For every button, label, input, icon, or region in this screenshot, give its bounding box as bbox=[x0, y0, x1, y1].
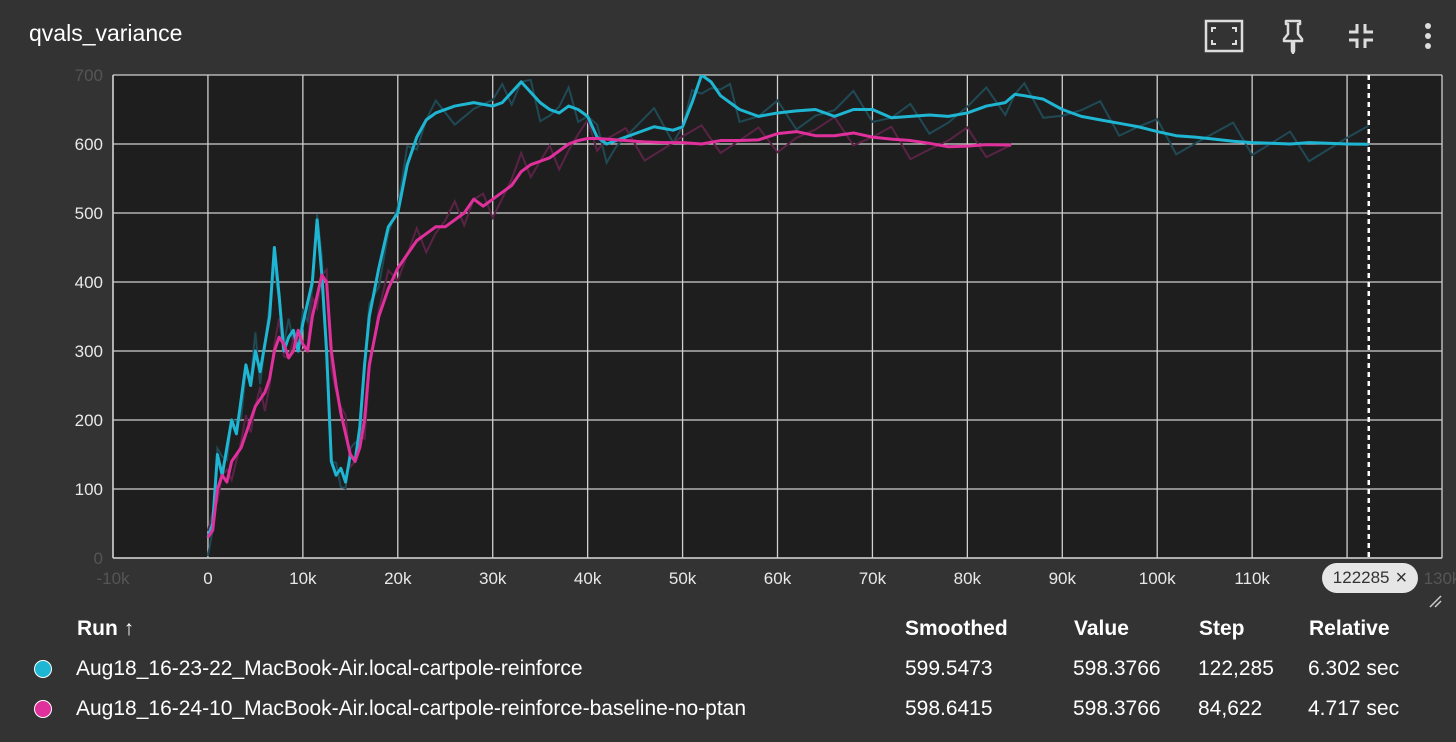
step-value: 122,285 bbox=[1198, 657, 1274, 680]
fit-to-data-button[interactable] bbox=[1204, 16, 1244, 56]
collapse-icon bbox=[1349, 24, 1373, 48]
x-tick-label: -10k bbox=[96, 569, 130, 588]
close-icon[interactable]: × bbox=[1395, 566, 1408, 589]
cursor-step-label[interactable]: 122285 × bbox=[1322, 563, 1418, 593]
run-name: Aug18_16-23-22_MacBook-Air.local-cartpol… bbox=[76, 657, 583, 680]
x-tick-label: 10k bbox=[289, 569, 317, 588]
raw-value: 598.3766 bbox=[1073, 697, 1161, 720]
x-tick-label: 20k bbox=[384, 569, 412, 588]
table-row[interactable]: Aug18_16-24-10_MacBook-Air.local-cartpol… bbox=[0, 690, 1456, 728]
x-tick-label: 130k bbox=[1424, 569, 1456, 588]
column-header-step[interactable]: Step bbox=[1199, 617, 1245, 640]
x-tick-label: 30k bbox=[479, 569, 507, 588]
x-tick-label: 110k bbox=[1234, 569, 1270, 588]
x-tick-label: 60k bbox=[764, 569, 792, 588]
run-name: Aug18_16-24-10_MacBook-Air.local-cartpol… bbox=[76, 697, 747, 720]
raw-value: 598.3766 bbox=[1073, 657, 1161, 680]
column-header-value[interactable]: Value bbox=[1074, 617, 1129, 640]
smoothed-value: 598.6415 bbox=[905, 697, 993, 720]
x-tick-label: 0 bbox=[203, 569, 212, 588]
x-tick-label: 40k bbox=[574, 569, 602, 588]
y-tick-label: 100 bbox=[75, 480, 103, 499]
y-tick-label: 400 bbox=[75, 273, 103, 292]
x-tick-label: 50k bbox=[669, 569, 697, 588]
pin-button[interactable] bbox=[1273, 16, 1313, 56]
more-options-button[interactable] bbox=[1408, 16, 1448, 56]
step-value: 84,622 bbox=[1198, 697, 1263, 720]
line-chart[interactable]: -10k 0 10k 20k 30k 40k 50k 60k 70k 80k 90k 100k 110k… bbox=[0, 0, 1456, 610]
y-tick-label: 500 bbox=[75, 204, 103, 223]
x-tick-label: 80k bbox=[954, 569, 982, 588]
x-tick-label: 90k bbox=[1049, 569, 1077, 588]
more-vert-icon bbox=[1425, 23, 1431, 49]
table-row[interactable]: Aug18_16-23-22_MacBook-Air.local-cartpol… bbox=[0, 650, 1456, 688]
series-smoothed-line bbox=[206, 130, 1012, 539]
y-tick-label: 700 bbox=[75, 66, 103, 85]
run-color-swatch bbox=[34, 660, 52, 678]
resize-handle-icon[interactable] bbox=[1428, 594, 1442, 608]
cursor-step-value: 122285 bbox=[1332, 568, 1390, 587]
chart-title: qvals_variance bbox=[29, 20, 183, 46]
y-tick-label: 200 bbox=[75, 411, 103, 430]
fit-to-data-icon bbox=[1204, 19, 1244, 53]
column-header-smoothed[interactable]: Smoothed bbox=[905, 617, 1008, 640]
y-tick-label: 300 bbox=[75, 342, 103, 361]
x-tick-label: 100k bbox=[1139, 569, 1176, 588]
series-smoothed-line bbox=[206, 75, 1369, 538]
pin-icon bbox=[1282, 19, 1304, 54]
column-header-run[interactable]: Run ↑ bbox=[77, 617, 135, 640]
smoothed-value: 599.5473 bbox=[905, 657, 993, 680]
y-tick-label: 0 bbox=[94, 549, 103, 568]
collapse-button[interactable] bbox=[1341, 16, 1381, 56]
run-color-swatch bbox=[34, 700, 52, 718]
y-tick-label: 600 bbox=[75, 135, 103, 154]
x-tick-label: 70k bbox=[859, 569, 887, 588]
relative-time: 6.302 sec bbox=[1308, 657, 1400, 680]
column-header-relative[interactable]: Relative bbox=[1309, 617, 1390, 640]
relative-time: 4.717 sec bbox=[1308, 697, 1400, 720]
